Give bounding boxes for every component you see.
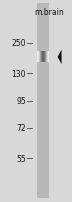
- Text: 55: 55: [16, 154, 26, 163]
- Bar: [42, 52, 43, 63]
- Bar: [48, 52, 49, 63]
- Bar: [43, 52, 44, 63]
- Bar: [44, 52, 45, 63]
- Text: m.brain: m.brain: [34, 8, 64, 17]
- Bar: [37, 31, 49, 39]
- Text: 72: 72: [16, 124, 26, 133]
- Text: 130: 130: [11, 69, 26, 78]
- Bar: [37, 4, 49, 198]
- Bar: [38, 52, 39, 63]
- Text: 250: 250: [11, 39, 26, 48]
- Polygon shape: [58, 50, 62, 65]
- Bar: [37, 52, 38, 63]
- Text: 95: 95: [16, 97, 26, 105]
- Bar: [41, 52, 42, 63]
- Bar: [39, 52, 40, 63]
- Bar: [46, 52, 47, 63]
- Bar: [45, 52, 46, 63]
- Bar: [47, 52, 48, 63]
- Bar: [40, 52, 41, 63]
